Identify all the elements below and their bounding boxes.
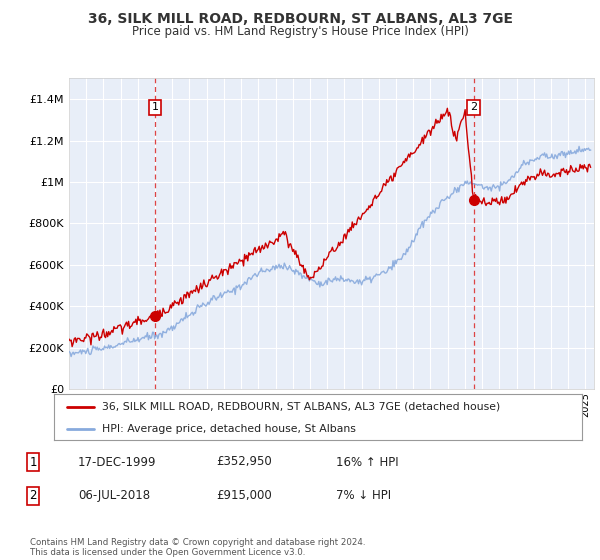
Text: £915,000: £915,000: [216, 489, 272, 502]
Text: 36, SILK MILL ROAD, REDBOURN, ST ALBANS, AL3 7GE: 36, SILK MILL ROAD, REDBOURN, ST ALBANS,…: [88, 12, 512, 26]
Text: 36, SILK MILL ROAD, REDBOURN, ST ALBANS, AL3 7GE (detached house): 36, SILK MILL ROAD, REDBOURN, ST ALBANS,…: [101, 402, 500, 412]
Text: 2: 2: [470, 102, 477, 113]
Text: 17-DEC-1999: 17-DEC-1999: [78, 455, 157, 469]
Text: HPI: Average price, detached house, St Albans: HPI: Average price, detached house, St A…: [101, 424, 355, 435]
Text: £352,950: £352,950: [216, 455, 272, 469]
Text: 06-JUL-2018: 06-JUL-2018: [78, 489, 150, 502]
Text: 16% ↑ HPI: 16% ↑ HPI: [336, 455, 398, 469]
Text: Contains HM Land Registry data © Crown copyright and database right 2024.
This d: Contains HM Land Registry data © Crown c…: [30, 538, 365, 557]
Text: 1: 1: [29, 455, 37, 469]
Text: Price paid vs. HM Land Registry's House Price Index (HPI): Price paid vs. HM Land Registry's House …: [131, 25, 469, 38]
Text: 2: 2: [29, 489, 37, 502]
Text: 1: 1: [152, 102, 158, 113]
Text: 7% ↓ HPI: 7% ↓ HPI: [336, 489, 391, 502]
